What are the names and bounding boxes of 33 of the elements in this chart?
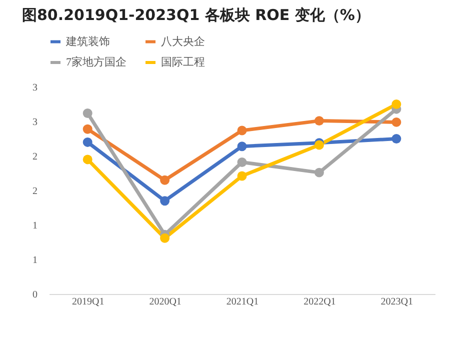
point — [82, 154, 92, 164]
y-tick-label: 0 — [32, 290, 38, 300]
legend-label: 建筑装饰 — [65, 34, 110, 48]
point — [82, 124, 92, 134]
point — [392, 117, 402, 127]
point — [237, 157, 247, 167]
point — [237, 171, 247, 181]
x-tick-label: 2021Q1 — [226, 296, 259, 308]
point — [160, 196, 170, 206]
chart-title: 图80.2019Q1-2023Q1 各板块 ROE 变化（%） — [22, 6, 370, 24]
point — [314, 116, 324, 126]
y-tick-label: 3 — [32, 117, 38, 128]
legend-label: 7家地方国企 — [66, 56, 126, 68]
point — [314, 168, 324, 178]
point — [160, 233, 170, 243]
x-tick-label: 2019Q1 — [72, 296, 104, 308]
point — [82, 137, 92, 147]
y-tick-label: 2 — [32, 152, 38, 162]
y-tick-label: 3 — [32, 82, 38, 94]
point — [160, 175, 170, 185]
y-tick-label: 1 — [32, 220, 38, 232]
point — [392, 100, 402, 109]
x-tick-label: 2020Q1 — [149, 296, 182, 308]
point — [237, 142, 247, 152]
x-tick-label: 2023Q1 — [380, 296, 414, 308]
y-tick-label: 2 — [32, 186, 38, 197]
legend-label: 国际工程 — [161, 56, 205, 68]
legend-label: 八大央企 — [161, 34, 205, 48]
point — [82, 108, 92, 118]
point — [392, 134, 402, 144]
point — [237, 126, 247, 136]
x-tick-label: 2022Q1 — [304, 296, 336, 308]
y-tick-label: 1 — [32, 255, 38, 266]
